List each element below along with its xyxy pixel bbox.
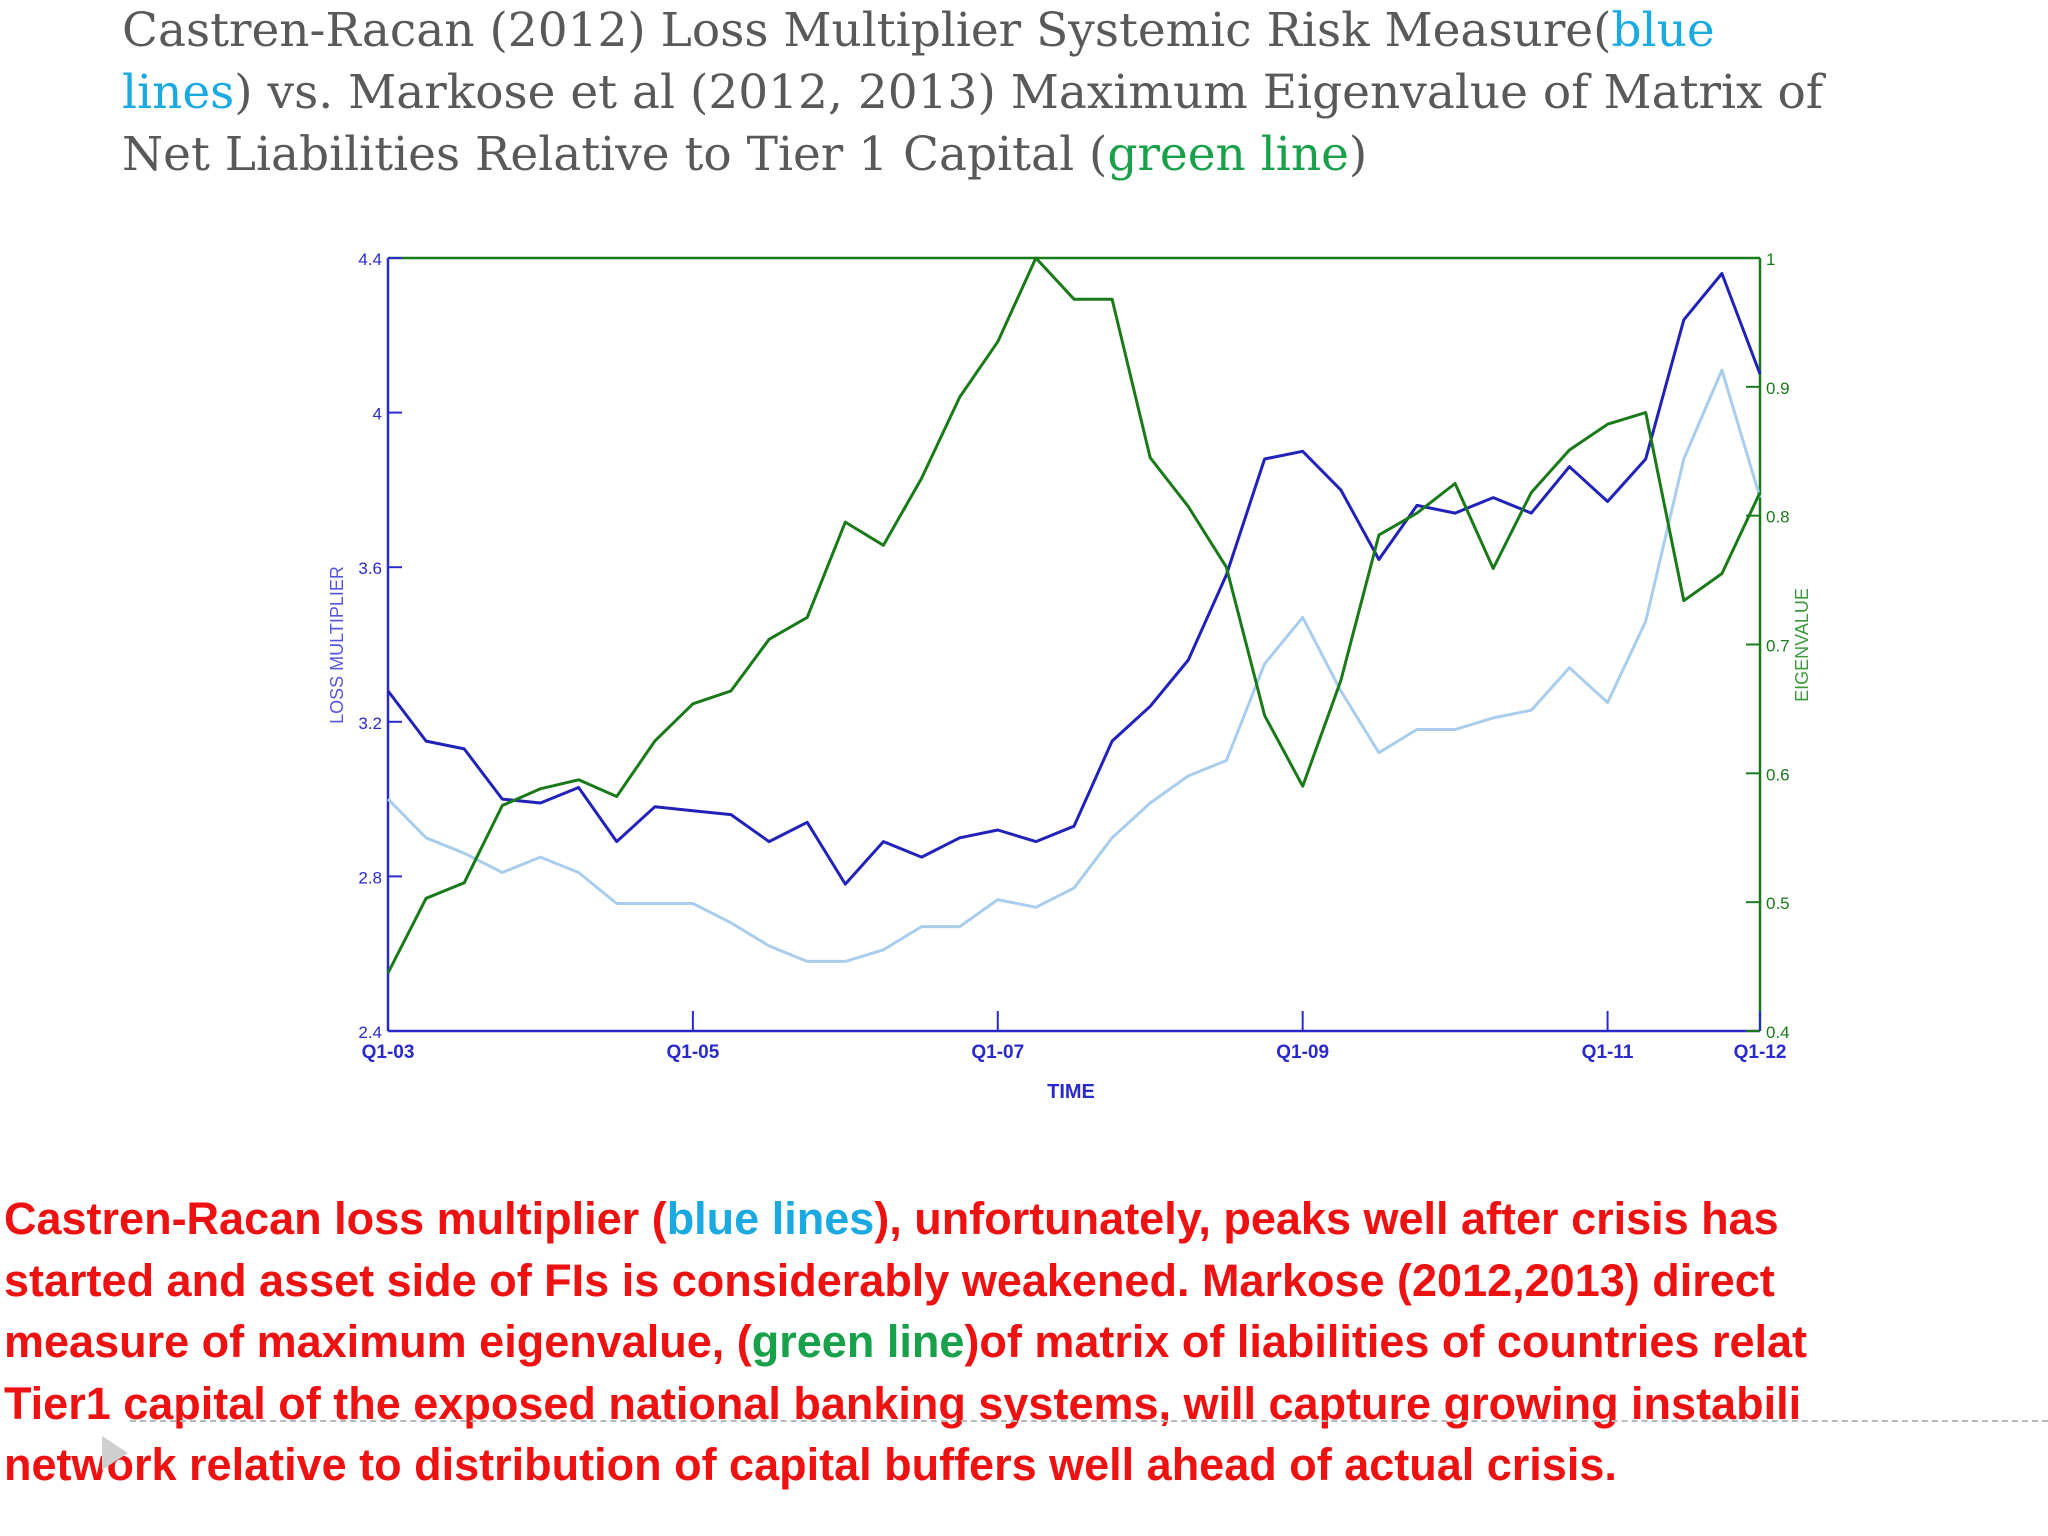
y-left-tick-label: 4.4	[358, 250, 382, 269]
y-right-tick-label: 0.8	[1766, 508, 1790, 527]
max-eigenvalue-green-line	[386, 256, 1762, 974]
y-right-tick-label: 0.4	[1766, 1023, 1790, 1042]
x-tick-label: Q1-05	[666, 1042, 719, 1063]
loss-multiplier-light-blue-line	[386, 368, 1762, 963]
loss-multiplier-dark-blue-line	[386, 272, 1762, 886]
commentary-line: network relative to distribution of capi…	[4, 1439, 1617, 1490]
commentary-text: Castren-Racan loss multiplier (blue line…	[4, 1188, 2048, 1498]
title-green-words: green line	[1107, 127, 1349, 182]
y-left-tick-label: 4	[373, 405, 382, 424]
x-tick-label: Q1-11	[1582, 1042, 1634, 1063]
title-text: )	[1348, 127, 1368, 182]
commentary-line: Castren-Racan loss multiplier (blue line…	[4, 1193, 1779, 1244]
x-tick-label: Q1-12	[1734, 1042, 1787, 1063]
y-right-tick-label: 0.5	[1766, 894, 1790, 913]
loss-multiplier-eigenvalue-chart: 2.4 2.8 3.2 3.6 4 4.4 0.4 0.5 0.6 0.7 0.8 0.9 1 Q1-03…	[327, 250, 1812, 1103]
y-axis-left-label: LOSS MULTIPLIER	[327, 566, 347, 724]
title-blue-word: blue	[1611, 3, 1715, 58]
title-text: Castren-Racan (2012) Loss Multiplier Sys…	[122, 3, 1612, 58]
x-tick-label: Q1-07	[971, 1042, 1024, 1063]
y-left-tick-label: 2.4	[358, 1023, 382, 1042]
y-right-tick-label: 0.6	[1766, 765, 1790, 784]
x-axis-label: TIME	[1047, 1081, 1095, 1103]
slide-underline-divider	[130, 1420, 2048, 1422]
slide-title: Castren-Racan (2012) Loss Multiplier Sys…	[122, 0, 1982, 186]
y-right-tick-label: 0.7	[1766, 637, 1790, 656]
play-icon	[102, 1436, 128, 1470]
commentary-line: started and asset side of FIs is conside…	[4, 1254, 1775, 1306]
commentary-green-words: green line	[751, 1316, 965, 1367]
y-left-tick-label: 3.6	[358, 559, 382, 578]
y-axis-right-label: EIGENVALUE	[1792, 588, 1812, 702]
y-right-tick-label: 0.9	[1766, 379, 1790, 398]
x-tick-label: Q1-09	[1276, 1042, 1329, 1063]
commentary-line: Tier1 capital of the exposed national ba…	[4, 1377, 1802, 1429]
y-right-tick-label: 1	[1766, 250, 1775, 269]
title-blue-word: lines	[122, 65, 235, 120]
y-left-tick-label: 2.8	[358, 868, 382, 887]
x-tick-label: Q1-03	[362, 1042, 415, 1063]
commentary-blue-words: blue lines	[666, 1193, 875, 1244]
commentary-line: measure of maximum eigenvalue, (green li…	[4, 1316, 1808, 1367]
title-text: ) vs. Markose et al (2012, 2013) Maximum…	[234, 65, 1824, 120]
y-left-tick-label: 3.2	[358, 714, 382, 733]
title-text: Net Liabilities Relative to Tier 1 Capit…	[122, 127, 1108, 182]
